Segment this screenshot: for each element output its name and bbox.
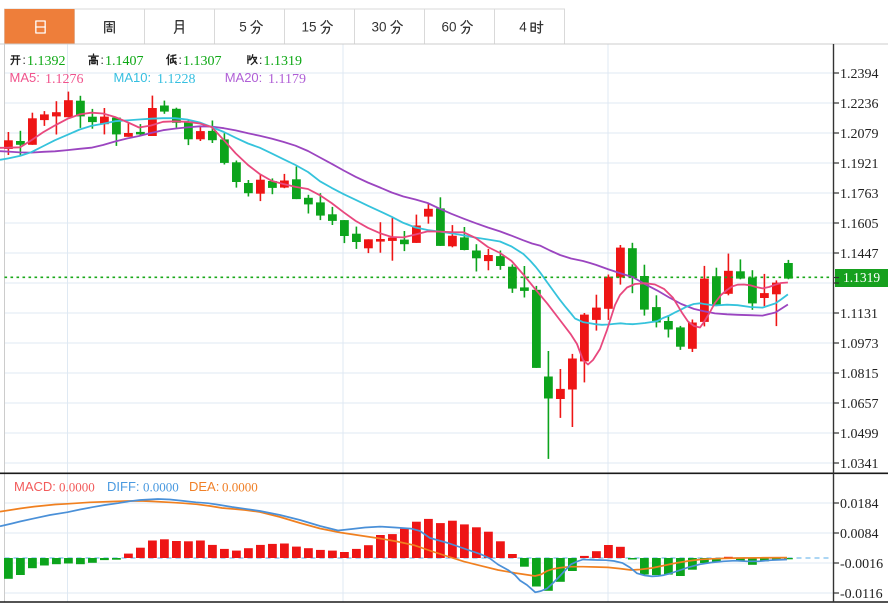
svg-text:1.0973: 1.0973 <box>840 337 879 352</box>
svg-text:1.0657: 1.0657 <box>840 397 879 412</box>
svg-text:0.0184: 0.0184 <box>840 497 879 512</box>
svg-text:1.1131: 1.1131 <box>840 307 878 322</box>
svg-text:60: 60 <box>441 20 456 35</box>
svg-text:MA5:: MA5: <box>10 70 40 85</box>
svg-text:1.1605: 1.1605 <box>840 217 879 232</box>
svg-text:DEA:: DEA: <box>189 479 219 494</box>
svg-text:1.1179: 1.1179 <box>268 72 306 87</box>
svg-text::: : <box>101 53 104 67</box>
svg-text::: : <box>23 53 26 67</box>
svg-text:-0.0016: -0.0016 <box>840 557 883 572</box>
svg-text:1.0499: 1.0499 <box>840 427 879 442</box>
svg-text:0.0000: 0.0000 <box>143 480 179 495</box>
svg-text:1.2079: 1.2079 <box>840 127 879 142</box>
svg-text:1.1228: 1.1228 <box>157 72 196 87</box>
svg-text:30: 30 <box>371 20 386 35</box>
svg-text:0.0000: 0.0000 <box>59 480 95 495</box>
svg-text:MA10:: MA10: <box>114 70 152 85</box>
svg-text:1.2236: 1.2236 <box>840 97 879 112</box>
svg-text:1.1319: 1.1319 <box>843 270 880 285</box>
svg-text:1.1307: 1.1307 <box>183 54 222 69</box>
svg-text:0.0000: 0.0000 <box>222 480 258 495</box>
svg-text:1.1447: 1.1447 <box>840 247 879 262</box>
svg-text:1.0815: 1.0815 <box>840 367 879 382</box>
svg-text:1.1407: 1.1407 <box>105 54 144 69</box>
svg-text:1.0341: 1.0341 <box>840 457 879 472</box>
svg-text:1.1392: 1.1392 <box>27 54 66 69</box>
svg-text:1.1276: 1.1276 <box>45 72 84 87</box>
svg-text:0.0084: 0.0084 <box>840 527 879 542</box>
svg-text:4: 4 <box>519 20 527 35</box>
svg-text:1.2394: 1.2394 <box>840 67 879 82</box>
svg-text:5: 5 <box>239 20 247 35</box>
svg-text:DIFF:: DIFF: <box>107 479 140 494</box>
svg-text:MACD:: MACD: <box>14 479 56 494</box>
svg-text::: : <box>259 53 262 67</box>
svg-text:MA20:: MA20: <box>225 70 263 85</box>
svg-text:1.1921: 1.1921 <box>840 157 879 172</box>
svg-text:1.1763: 1.1763 <box>840 187 879 202</box>
svg-text::: : <box>179 53 182 67</box>
svg-text:1.1319: 1.1319 <box>264 54 303 69</box>
svg-text:15: 15 <box>301 20 316 35</box>
svg-text:-0.0116: -0.0116 <box>840 587 883 602</box>
